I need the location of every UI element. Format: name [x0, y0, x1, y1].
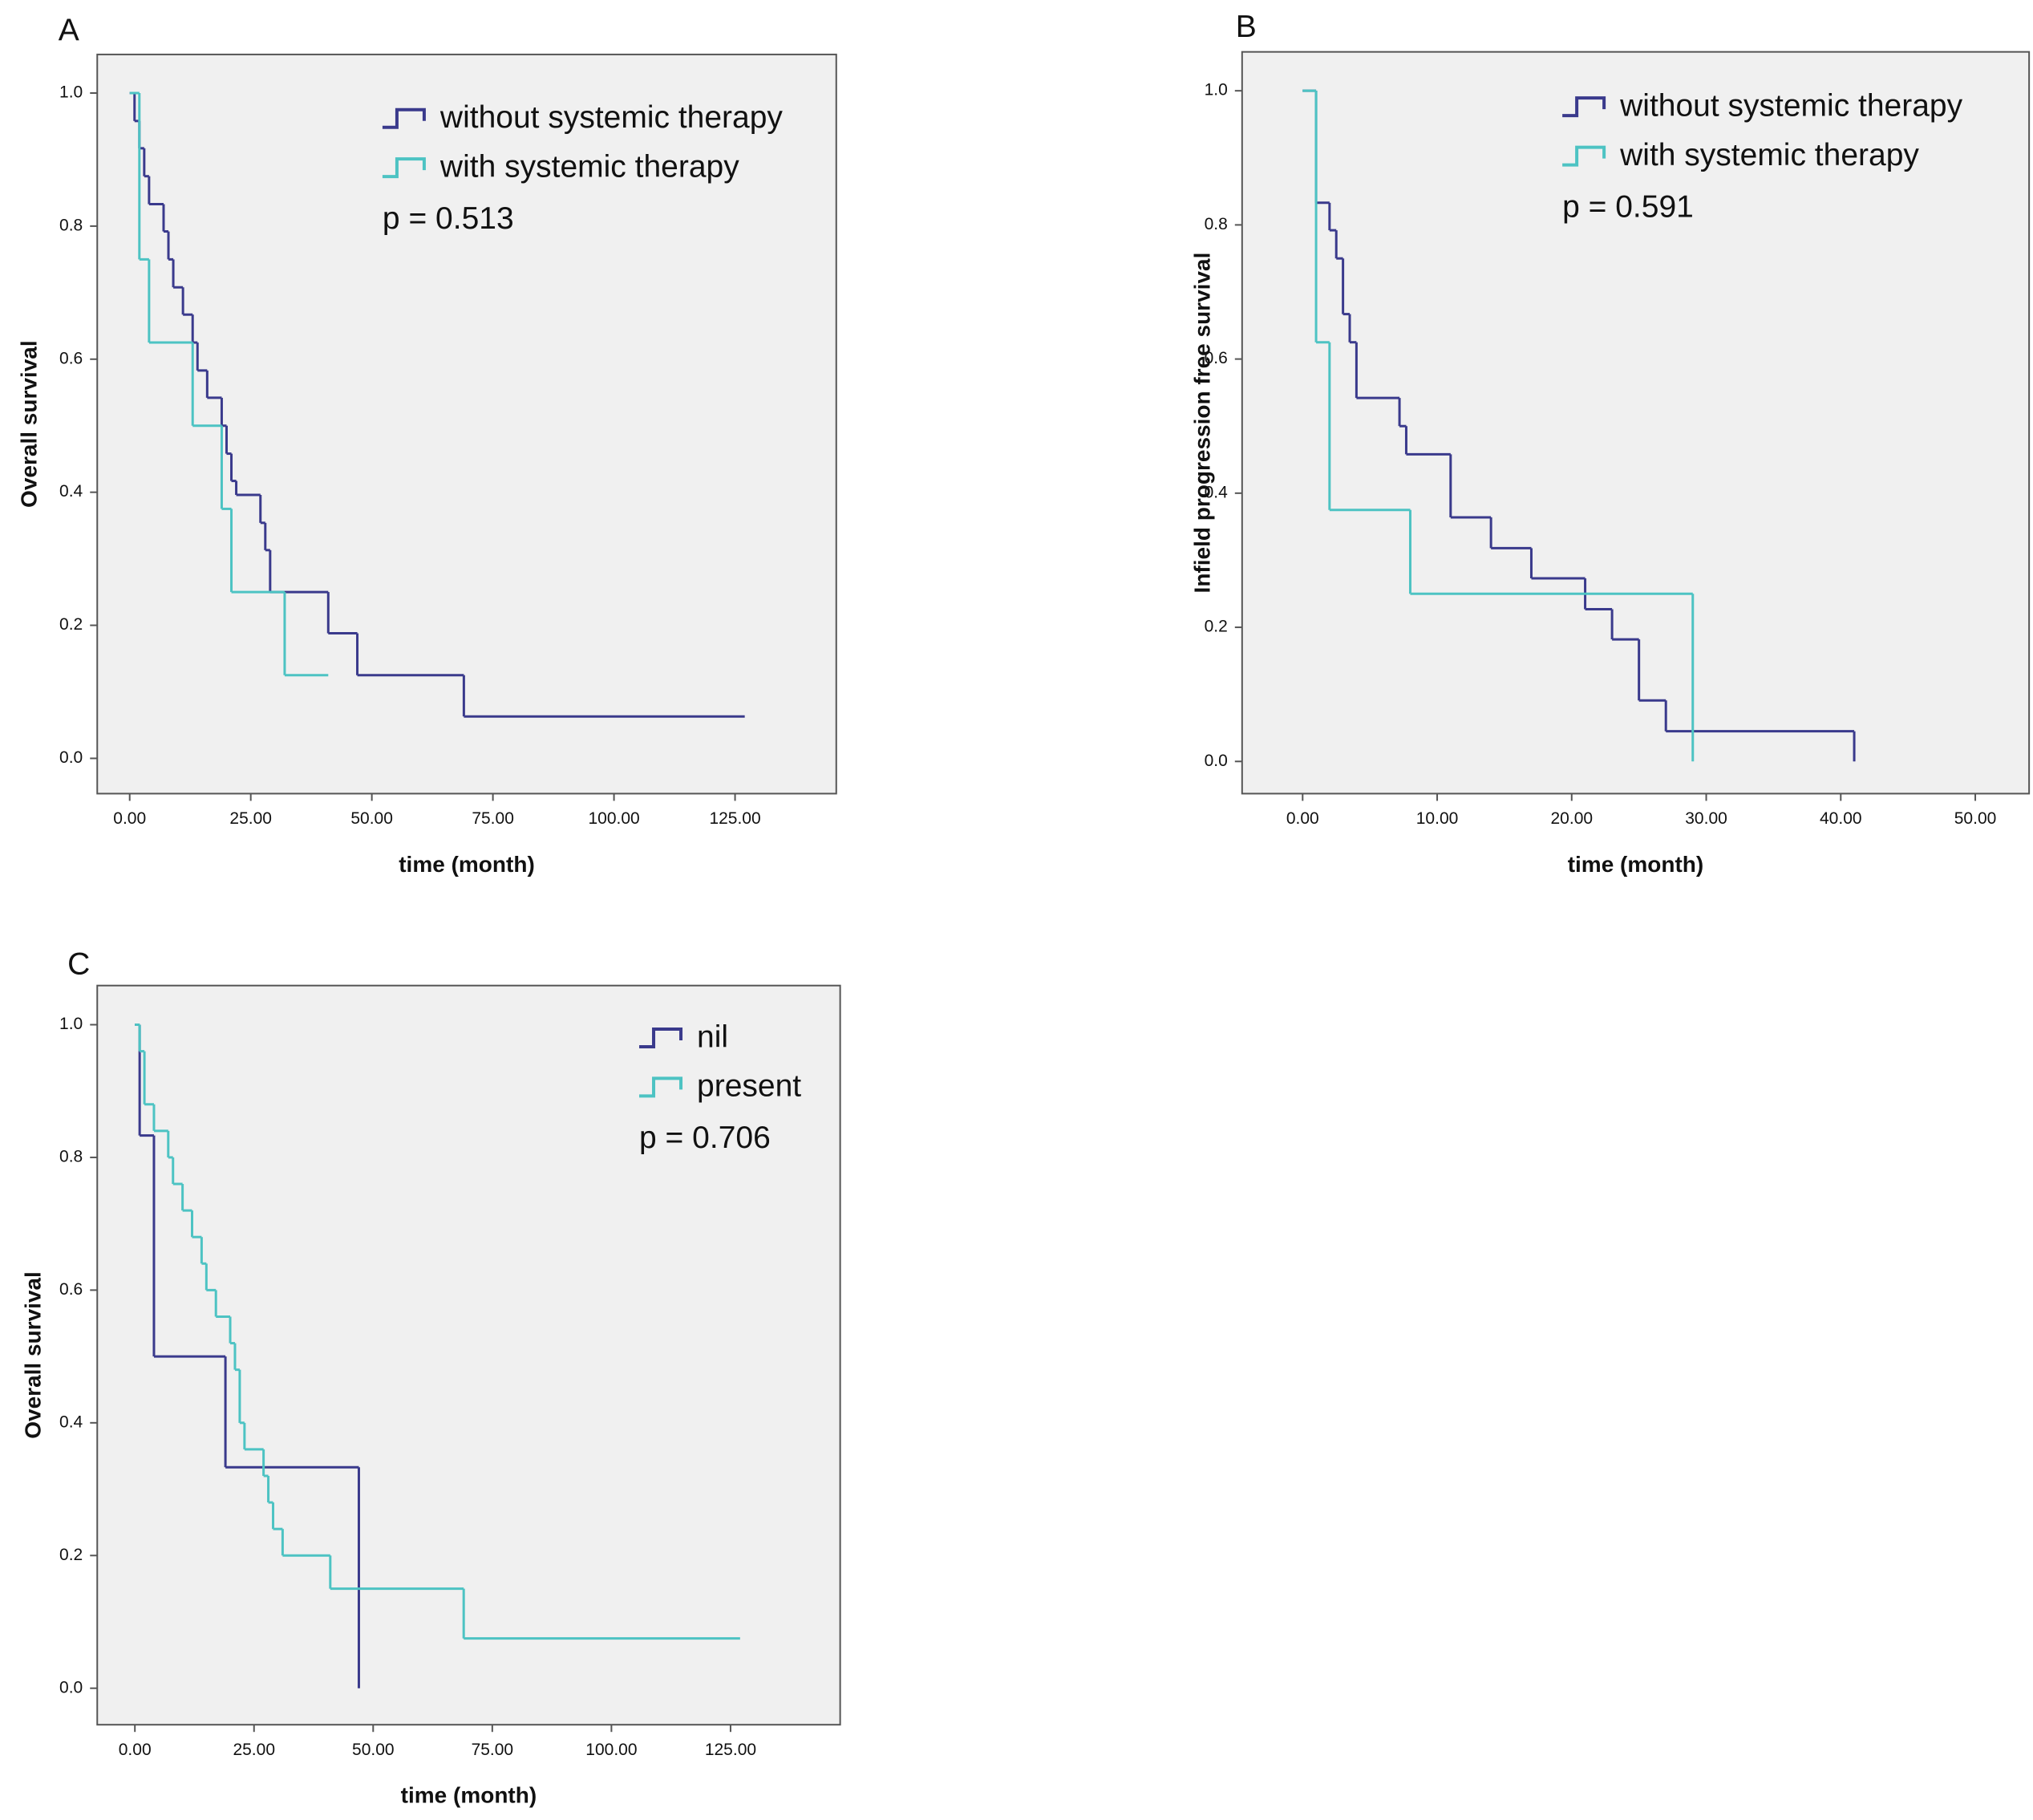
panel-letter: B [1236, 10, 1257, 44]
y-tick-label: 0.4 [59, 482, 83, 501]
y-tick-label: 0.4 [1205, 483, 1229, 501]
x-tick-label: 40.00 [1820, 809, 1862, 828]
x-tick-label: 100.00 [585, 1741, 637, 1759]
y-tick-label: 0.6 [59, 1280, 83, 1299]
y-tick-label: 0.4 [59, 1413, 83, 1431]
legend-label: without systemic therapy [439, 100, 784, 135]
annotation: p = 0.706 [639, 1121, 771, 1155]
y-tick-label: 0.6 [1205, 349, 1228, 367]
y-tick-label: 1.0 [59, 83, 83, 102]
panel: B 0.00 10.00 20.00 30.00 40.00 50.00 0.0 0.2 0.4 0… [1190, 10, 2031, 877]
legend-label: nil [697, 1019, 728, 1054]
legend-swatch [1562, 145, 1606, 167]
x-tick-label: 30.00 [1685, 809, 1727, 828]
x-tick-label: 100.00 [588, 809, 639, 828]
y-tick-label: 0.2 [59, 615, 83, 634]
legend-swatch [1562, 96, 1606, 118]
x-tick-label: 50.00 [352, 1741, 395, 1759]
y-tick-label: 0.6 [59, 349, 83, 367]
legend-label: with systemic therapy [439, 149, 739, 184]
x-tick-label: 125.00 [709, 809, 760, 828]
plot-area [96, 984, 841, 1726]
legend-swatch [382, 107, 426, 129]
y-tick-label: 1.0 [1205, 81, 1228, 99]
legend-label: present [697, 1069, 801, 1104]
x-tick-label: 0.00 [113, 809, 146, 828]
y-tick-label: 0.0 [59, 1678, 83, 1696]
legend-swatch [382, 157, 426, 179]
x-tick-label: 0.00 [1286, 809, 1319, 828]
legend-label: without systemic therapy [1619, 88, 1963, 123]
y-tick-label: 0.0 [59, 748, 83, 767]
panel: A 0.00 25.00 50.00 75.00 100.00 125.00 0.0 0.2 0.… [17, 14, 837, 877]
y-tick-label: 0.8 [59, 216, 83, 234]
x-axis-label: time (month) [401, 1783, 537, 1808]
y-axis-label: Overall survival [17, 340, 42, 508]
x-tick-label: 50.00 [1954, 809, 1997, 828]
legend-label: with systemic therapy [1619, 138, 1919, 172]
x-tick-label: 75.00 [472, 809, 514, 828]
panel-letter: C [67, 947, 90, 982]
x-tick-label: 10.00 [1416, 809, 1459, 828]
x-tick-label: 125.00 [705, 1741, 756, 1759]
panel-letter: A [59, 14, 79, 48]
x-tick-label: 0.00 [119, 1741, 152, 1759]
y-tick-label: 0.0 [1205, 752, 1228, 770]
y-axis-label: Infield progression free survival [1190, 253, 1215, 594]
legend-swatch [639, 1027, 683, 1048]
x-tick-label: 20.00 [1551, 809, 1594, 828]
legend-swatch [639, 1076, 683, 1098]
panel: C 0.00 25.00 50.00 75.00 100.00 125.00 0.0 0.2 0.… [20, 947, 841, 1808]
x-axis-label: time (month) [399, 852, 535, 877]
annotation: p = 0.591 [1562, 189, 1694, 224]
y-tick-label: 0.2 [1205, 618, 1228, 636]
annotation: p = 0.513 [383, 201, 514, 236]
x-tick-label: 75.00 [472, 1741, 514, 1759]
y-axis-label: Overall survival [20, 1271, 45, 1439]
y-tick-label: 0.2 [59, 1546, 83, 1564]
y-tick-label: 1.0 [59, 1015, 83, 1033]
plot-area [96, 53, 837, 795]
x-axis-label: time (month) [1568, 852, 1704, 877]
y-tick-label: 0.8 [1205, 215, 1228, 233]
x-tick-label: 25.00 [233, 1741, 275, 1759]
x-tick-label: 25.00 [229, 809, 272, 828]
x-tick-label: 50.00 [350, 809, 393, 828]
plot-area [1241, 51, 2031, 795]
y-tick-label: 0.8 [59, 1147, 83, 1165]
